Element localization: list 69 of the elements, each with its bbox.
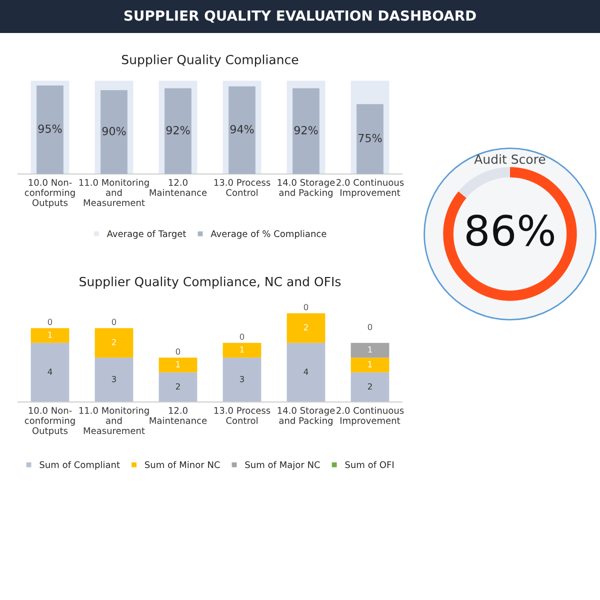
x-tick-label: 13.0 Process Control: [214, 407, 270, 424]
legend-label: Sum of Compliant: [40, 461, 120, 470]
bar: [94, 358, 134, 402]
data-label: 1: [48, 332, 52, 338]
data-label: 2: [176, 383, 180, 390]
data-label: 0: [48, 318, 52, 326]
bar: [286, 313, 326, 343]
data-label: 4: [48, 368, 52, 375]
data-label: 0: [112, 318, 116, 326]
data-label: 90%: [102, 126, 126, 136]
bar: [164, 88, 192, 174]
bar: [222, 342, 262, 358]
data-label: 95%: [38, 124, 62, 133]
bar: [94, 328, 134, 358]
x-tick-label: 13.0 Process Control: [214, 179, 270, 196]
data-label: 0: [304, 304, 308, 310]
legend-label: Sum of Major NC: [245, 461, 320, 470]
x-tick-label: 10.0 Non- conforming Outputs: [24, 179, 75, 208]
data-label: 92%: [294, 126, 318, 134]
bar: [36, 85, 64, 174]
text: SUPPLIER QUALITY EVALUATION DASHBOARD: [124, 10, 476, 23]
data-label: 2: [368, 383, 372, 390]
bar: [222, 358, 262, 402]
x-tick-label: 12.0 Maintenance: [150, 407, 207, 424]
data-label: 4: [304, 368, 308, 375]
x-tick-label: 12.0 Maintenance: [150, 179, 207, 196]
bar: [350, 372, 390, 402]
bar: [158, 358, 198, 372]
x-tick-label: 14.0 Storage and Packing: [278, 179, 335, 198]
data-label: 1: [176, 361, 180, 368]
x-tick-label: 11.0 Monitoring and Measurement: [79, 406, 149, 434]
data-label: 0: [240, 334, 244, 340]
legend-label: Average of % Compliance: [210, 230, 326, 239]
bar: [30, 328, 70, 343]
bar: [350, 358, 390, 372]
bar: [228, 86, 256, 174]
x-tick-label: 2.0 Continuous Improvement: [336, 406, 404, 426]
bar: [350, 342, 390, 358]
bar: [286, 342, 326, 402]
data-label: 2: [112, 338, 116, 346]
chart-title: Supplier Quality Compliance, NC and OFIs: [80, 276, 341, 289]
legend-label: Sum of Minor NC: [145, 461, 220, 468]
donut-slice: [443, 167, 577, 301]
data-label: 1: [368, 346, 372, 353]
x-tick-label: 11.0 Monitoring and Measurement: [79, 178, 149, 206]
chart-title: Audit Score: [474, 154, 546, 164]
data-label: 1: [240, 346, 244, 353]
chart-title: Supplier Quality Compliance: [122, 54, 298, 67]
x-tick-label: 10.0 Non- conforming Outputs: [24, 407, 75, 436]
data-label: 3: [112, 376, 116, 382]
data-label: 1: [368, 361, 372, 368]
data-label: 0: [176, 348, 180, 355]
data-label: 2: [304, 324, 308, 330]
donut-slice: [458, 167, 510, 198]
data-label: 92%: [166, 126, 190, 134]
x-tick-label: 14.0 Storage and Packing: [278, 407, 335, 426]
bar: [100, 90, 128, 174]
data-label: 75%: [358, 134, 382, 142]
x-tick-label: 2.0 Continuous Improvement: [336, 178, 404, 198]
bar: [158, 372, 198, 402]
legend-label: Average of Target: [106, 230, 186, 239]
data-label: 94%: [230, 125, 254, 134]
bar: [356, 104, 384, 174]
text: 86%: [466, 214, 554, 246]
bar: [292, 88, 320, 174]
data-label: 3: [240, 376, 244, 382]
bar: [30, 342, 70, 402]
legend-label: Sum of OFI: [345, 461, 394, 468]
data-label: 0: [368, 324, 372, 330]
